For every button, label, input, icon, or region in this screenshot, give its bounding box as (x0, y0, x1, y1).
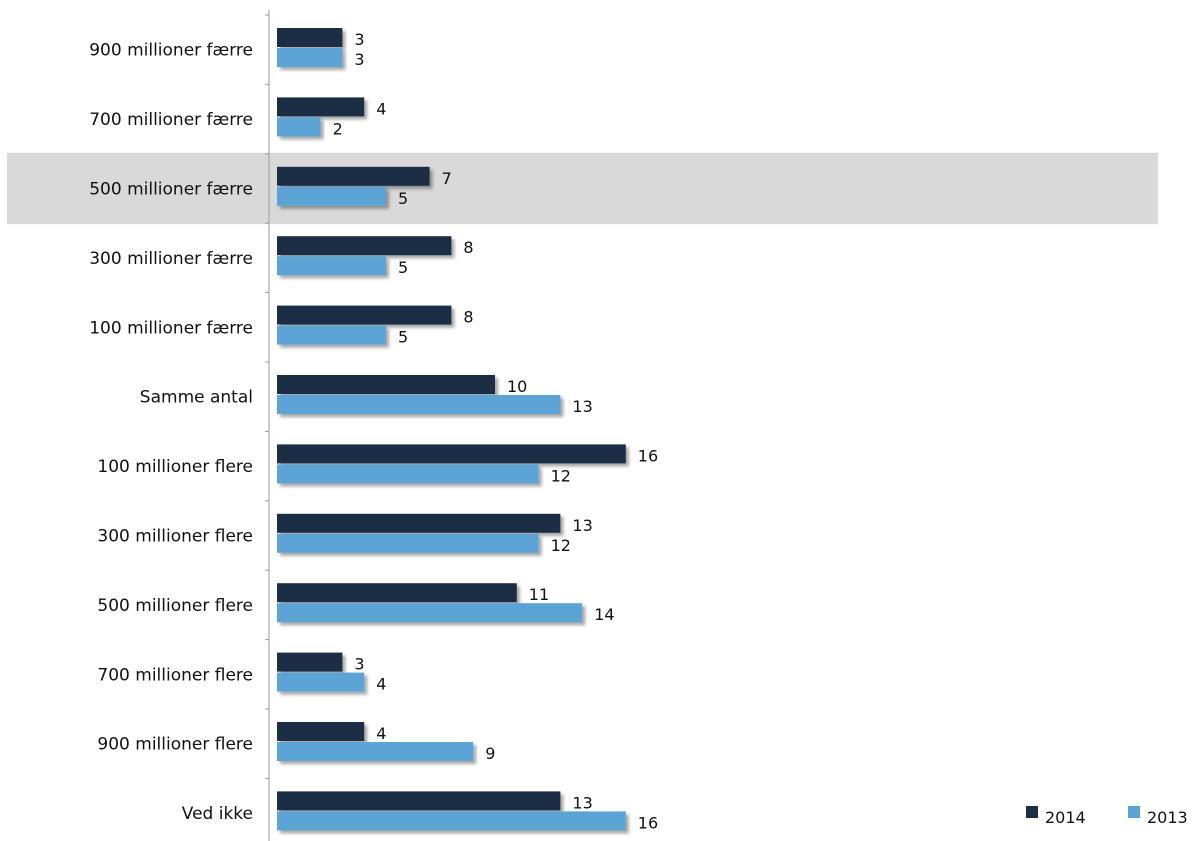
legend-swatch-2014 (1026, 806, 1038, 818)
data-label-2013: 12 (551, 536, 571, 555)
bar-2013 (277, 117, 321, 137)
legend-label-2013: 2013 (1147, 808, 1188, 827)
data-label-2013: 5 (398, 189, 408, 208)
bar-2014 (277, 236, 452, 256)
data-label-2014: 13 (572, 516, 592, 535)
data-label-2013: 9 (485, 744, 495, 763)
data-label-2013: 5 (398, 258, 408, 277)
bar-2013 (277, 672, 365, 692)
bar-2014 (277, 375, 495, 394)
data-label-2014: 4 (376, 99, 386, 118)
category-label: Samme antal (140, 388, 253, 408)
category-label: 700 millioner flere (97, 665, 253, 685)
category-label: 500 millioner færre (89, 180, 253, 200)
bar-2013 (277, 811, 626, 831)
legend-label-2014: 2014 (1045, 808, 1086, 827)
data-label-2013: 12 (551, 466, 571, 485)
legend-swatch-2013 (1128, 806, 1140, 818)
data-label-2014: 4 (376, 724, 386, 743)
data-label-2014: 16 (638, 446, 658, 465)
bar-2014 (277, 444, 626, 464)
bar-2013 (277, 395, 561, 414)
bar-2013 (277, 186, 386, 206)
bar-2013 (277, 742, 474, 761)
data-label-2014: 3 (354, 655, 364, 674)
data-label-2014: 8 (463, 308, 473, 327)
data-label-2013: 13 (572, 397, 592, 416)
category-label: 300 millioner færre (89, 249, 253, 269)
bar-2014 (277, 583, 517, 603)
category-label: 300 millioner flere (97, 527, 253, 547)
bar-2014 (277, 166, 430, 186)
bar-2014 (277, 652, 343, 672)
highlight-band (7, 152, 1158, 225)
data-label-2013: 5 (398, 328, 408, 347)
category-label: 100 millioner færre (89, 318, 253, 338)
bar-2013 (277, 533, 539, 553)
bar-2014 (277, 513, 561, 533)
category-label: 700 millioner færre (89, 110, 253, 130)
bar-2014 (277, 28, 343, 47)
bar-2014 (277, 305, 452, 325)
data-label-2014: 13 (572, 793, 592, 812)
data-label-2013: 16 (638, 813, 658, 832)
data-label-2013: 2 (333, 119, 343, 138)
data-label-2014: 8 (463, 238, 473, 257)
data-label-2013: 14 (594, 605, 614, 624)
bar-2014 (277, 791, 561, 811)
bar-2014 (277, 722, 365, 741)
category-label: 900 millioner flere (97, 735, 253, 755)
bar-2013 (277, 464, 539, 484)
data-label-2014: 10 (507, 377, 527, 396)
bar-2013 (277, 603, 583, 623)
category-label: 900 millioner færre (89, 41, 253, 61)
data-label-2013: 3 (354, 50, 364, 69)
bar-2013 (277, 256, 386, 276)
data-label-2014: 11 (529, 585, 549, 604)
bar-2013 (277, 48, 343, 67)
data-label-2014: 7 (442, 169, 452, 188)
category-label: 100 millioner flere (97, 457, 253, 477)
data-label-2013: 4 (376, 675, 386, 694)
data-label-2014: 3 (354, 30, 364, 49)
category-label: Ved ikke (182, 804, 253, 824)
bar-2014 (277, 97, 365, 117)
bar-2013 (277, 325, 386, 345)
category-label: 500 millioner flere (97, 596, 253, 616)
